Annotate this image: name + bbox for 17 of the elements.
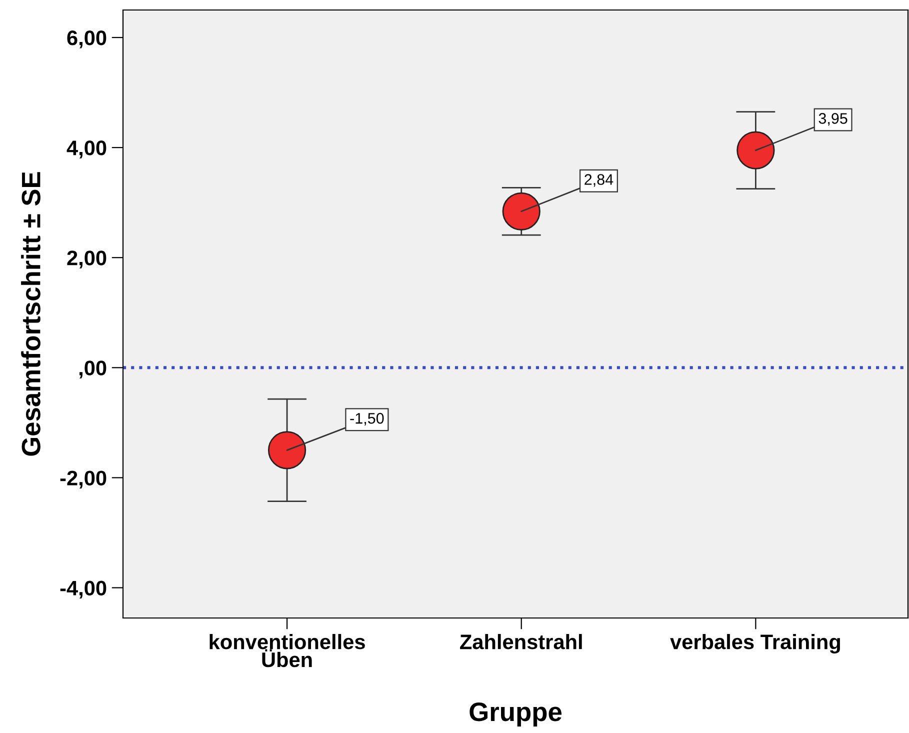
- x-tick-label: verbales Training: [670, 634, 840, 654]
- point: [268, 431, 306, 470]
- y-tick-label: 6,00: [67, 30, 106, 48]
- data-label: 3,95: [818, 113, 848, 126]
- x-tick-label: konventionelles Üben: [210, 634, 365, 668]
- x-tick-label: Zahlenstrahl: [460, 634, 582, 650]
- data-label: 2,84: [584, 174, 614, 187]
- y-tick-label: -2,00: [60, 470, 106, 488]
- y-tick-label: 4,00: [66, 140, 106, 158]
- x-axis-title: Gruppe: [470, 702, 562, 726]
- y-tick-label: -4,00: [60, 580, 106, 599]
- data-label: -1,50: [350, 412, 384, 426]
- y-tick-label: 2,00: [67, 250, 106, 268]
- y-tick-label: ,00: [79, 360, 106, 378]
- point: [736, 131, 775, 170]
- y-axis-title: Gesamtfortschritt ± SE: [21, 172, 40, 456]
- point: [502, 192, 540, 230]
